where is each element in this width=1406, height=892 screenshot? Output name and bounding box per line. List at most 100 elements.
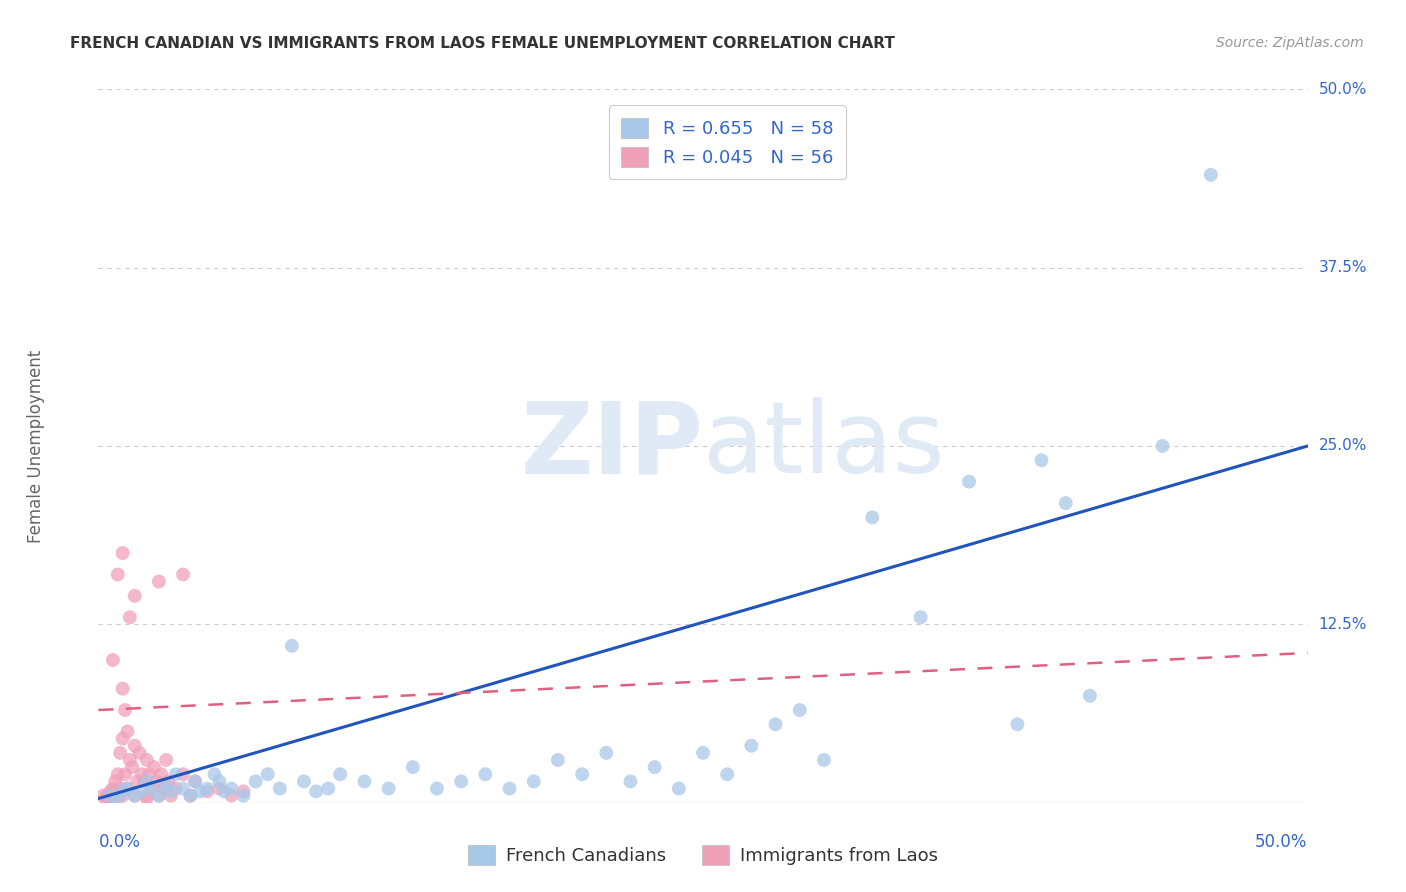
Point bbox=[172, 781, 194, 796]
Point bbox=[124, 789, 146, 803]
Point bbox=[316, 781, 339, 796]
Point bbox=[104, 784, 127, 798]
Point bbox=[108, 746, 131, 760]
Point bbox=[692, 746, 714, 760]
Point bbox=[281, 639, 304, 653]
Point bbox=[135, 753, 157, 767]
Point bbox=[111, 789, 134, 803]
Point bbox=[353, 774, 375, 789]
Point bbox=[135, 774, 157, 789]
Point bbox=[716, 767, 738, 781]
Point bbox=[128, 746, 150, 760]
Point bbox=[127, 774, 149, 789]
Point bbox=[100, 791, 122, 805]
Point bbox=[523, 774, 546, 789]
Point bbox=[145, 774, 167, 789]
Point bbox=[91, 789, 114, 803]
Point bbox=[179, 789, 201, 803]
Point bbox=[208, 781, 231, 796]
Point bbox=[160, 789, 183, 803]
Point bbox=[94, 791, 117, 805]
Point bbox=[155, 753, 177, 767]
Point bbox=[117, 724, 139, 739]
Point bbox=[134, 774, 156, 789]
Point bbox=[221, 781, 243, 796]
Point bbox=[124, 589, 146, 603]
Point bbox=[100, 784, 122, 798]
Point bbox=[165, 767, 187, 781]
Point bbox=[143, 760, 166, 774]
Point bbox=[765, 717, 787, 731]
Point bbox=[1199, 168, 1222, 182]
Point bbox=[221, 789, 243, 803]
Point bbox=[329, 767, 352, 781]
Point bbox=[450, 774, 472, 789]
Point bbox=[1007, 717, 1029, 731]
Point bbox=[172, 767, 194, 781]
Text: Female Unemployment: Female Unemployment bbox=[27, 350, 45, 542]
Point bbox=[402, 760, 425, 774]
Point bbox=[498, 781, 520, 796]
Point bbox=[157, 774, 180, 789]
Point bbox=[860, 510, 883, 524]
Text: 12.5%: 12.5% bbox=[1319, 617, 1367, 632]
Point bbox=[124, 739, 146, 753]
Point bbox=[813, 753, 835, 767]
Point bbox=[111, 681, 134, 696]
Point bbox=[152, 781, 174, 796]
Point bbox=[131, 767, 153, 781]
Point bbox=[195, 784, 218, 798]
Point bbox=[97, 789, 120, 803]
Point bbox=[148, 789, 170, 803]
Point bbox=[269, 781, 291, 796]
Point bbox=[107, 791, 129, 805]
Point bbox=[644, 760, 666, 774]
Point bbox=[135, 789, 157, 803]
Point bbox=[1031, 453, 1053, 467]
Point bbox=[107, 567, 129, 582]
Point bbox=[184, 774, 207, 789]
Point bbox=[195, 781, 218, 796]
Point bbox=[101, 781, 124, 796]
Point bbox=[179, 789, 201, 803]
Text: Source: ZipAtlas.com: Source: ZipAtlas.com bbox=[1216, 36, 1364, 50]
Point bbox=[256, 767, 278, 781]
Point bbox=[165, 781, 187, 796]
Point bbox=[184, 774, 207, 789]
Point bbox=[245, 774, 267, 789]
Point bbox=[1078, 689, 1101, 703]
Point bbox=[111, 731, 134, 746]
Text: 50.0%: 50.0% bbox=[1319, 82, 1367, 96]
Point bbox=[232, 784, 254, 798]
Point bbox=[121, 760, 143, 774]
Text: FRENCH CANADIAN VS IMMIGRANTS FROM LAOS FEMALE UNEMPLOYMENT CORRELATION CHART: FRENCH CANADIAN VS IMMIGRANTS FROM LAOS … bbox=[70, 36, 896, 51]
Point bbox=[160, 784, 183, 798]
Point bbox=[474, 767, 496, 781]
Point bbox=[111, 784, 134, 798]
Point bbox=[957, 475, 980, 489]
Point bbox=[188, 784, 211, 798]
Point bbox=[619, 774, 641, 789]
Point bbox=[172, 567, 194, 582]
Point bbox=[212, 784, 235, 798]
Point bbox=[114, 767, 136, 781]
Point bbox=[155, 779, 177, 793]
Point bbox=[148, 789, 170, 803]
Point bbox=[571, 767, 593, 781]
Point bbox=[668, 781, 690, 796]
Point bbox=[107, 767, 129, 781]
Point bbox=[117, 781, 139, 796]
Point bbox=[114, 703, 136, 717]
Point bbox=[107, 789, 129, 803]
Point bbox=[118, 753, 141, 767]
Point bbox=[101, 653, 124, 667]
Point bbox=[305, 784, 328, 798]
Point bbox=[101, 789, 124, 803]
Point bbox=[789, 703, 811, 717]
Point bbox=[232, 789, 254, 803]
Point bbox=[204, 767, 226, 781]
Point bbox=[595, 746, 617, 760]
Point bbox=[1152, 439, 1174, 453]
Text: 50.0%: 50.0% bbox=[1256, 833, 1308, 851]
Point bbox=[104, 774, 127, 789]
